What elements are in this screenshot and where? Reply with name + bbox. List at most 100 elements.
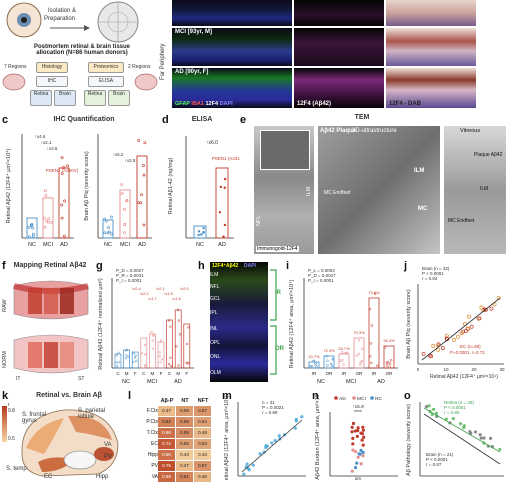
n-point xyxy=(361,425,365,429)
layer-gcl: GCL xyxy=(210,296,221,302)
panel-f-label: f xyxy=(2,260,6,272)
n-point xyxy=(360,438,364,442)
panel-k-label: k xyxy=(2,390,9,402)
g-point xyxy=(151,347,155,350)
channel-12f4: 12F4 xyxy=(205,101,219,107)
heatmap-cell: 0.72 xyxy=(158,439,175,449)
channel-dapi: DAPI xyxy=(219,101,233,107)
c-xtick-left-MCI: MCI xyxy=(43,242,54,248)
o-stat-top: Retina (n = 25) xyxy=(444,400,474,405)
i-bar-IR xyxy=(338,353,350,369)
raw-retina-map xyxy=(13,280,89,320)
n-point xyxy=(355,434,359,438)
panel-k: S. frontal gyrus S. parietal lobule VA P… xyxy=(0,402,126,480)
i-group-NC: NC xyxy=(317,379,325,385)
g-point xyxy=(132,360,135,364)
g-point xyxy=(158,351,161,354)
panel-l-label: l xyxy=(128,390,132,402)
dab-col-label: 12F4 - DAB xyxy=(389,101,422,107)
j-point xyxy=(483,307,488,312)
n-point xyxy=(361,428,366,432)
c-bar-right-AD xyxy=(136,155,148,239)
i-bar-OR xyxy=(323,355,335,369)
m-point xyxy=(242,472,246,476)
i-point xyxy=(383,346,387,349)
heatmap-row-header: F.Ctx xyxy=(146,408,158,414)
i-point xyxy=(369,342,373,345)
g-point xyxy=(177,319,181,322)
heatmap-cell: 0.57 xyxy=(194,461,211,471)
d-point xyxy=(202,230,205,234)
panel-c-label: c xyxy=(2,114,9,126)
heatmap-cell: 0.59 xyxy=(176,417,193,427)
panel-f: RAW NORM IT ST xyxy=(2,272,94,384)
region-frontal: S. frontal gyrus xyxy=(22,412,47,424)
n-point xyxy=(359,462,363,466)
m-stat: P = 0.0021 xyxy=(262,405,284,410)
j-stat-ec-1: EC (n=28) xyxy=(460,344,481,349)
i-point xyxy=(331,358,335,361)
o-stat-bottom: r = 0.87 xyxy=(426,462,442,467)
j-point xyxy=(431,343,436,348)
m-point xyxy=(264,444,268,448)
c-point-right xyxy=(103,217,107,221)
arrow-right-icon xyxy=(50,25,90,31)
panel-b: Far Periphery MCI [93yr, M] AD [90yr, F]… xyxy=(160,0,508,110)
i-point xyxy=(343,352,347,355)
j-xtick: 10 xyxy=(443,367,449,372)
g-point xyxy=(169,325,172,328)
g-point xyxy=(134,354,137,357)
d-point xyxy=(200,233,203,236)
ad-row-label: AD [90yr, F] xyxy=(175,69,209,75)
plaque-abeta-label: Plaque Aβ42 xyxy=(474,152,503,158)
g-fold: ↑x2.4 xyxy=(131,286,141,291)
d-point xyxy=(197,230,201,233)
c-point-left xyxy=(62,166,65,169)
i-point xyxy=(361,347,364,351)
g-point xyxy=(185,342,189,346)
c-point-right xyxy=(107,226,110,229)
tem-ilm-label: ILM xyxy=(306,186,312,196)
n-point xyxy=(351,442,355,446)
c-point-left xyxy=(31,226,35,230)
ihc-label: IHC xyxy=(47,78,57,84)
i-point xyxy=(345,351,348,355)
i-point xyxy=(369,355,372,358)
norm-label: NORM xyxy=(2,351,8,368)
g-fold: ↑x2.1 xyxy=(155,286,165,291)
g-point xyxy=(167,363,171,366)
d-fold-label: ↑x6.0 xyxy=(206,140,218,146)
panel-d-label: d xyxy=(162,114,169,126)
region-hipp: Hipp xyxy=(96,474,109,480)
i-point xyxy=(315,365,318,369)
i-point xyxy=(338,359,342,363)
g-stat: P_D = 0.0027 xyxy=(116,268,144,273)
n-point xyxy=(354,450,358,454)
n-legend-MCI: MCI xyxy=(357,396,366,402)
or-bracket-label: OR xyxy=(275,346,284,352)
c-point-left xyxy=(60,172,64,176)
c-point-left xyxy=(43,189,47,193)
heatmap-cell: 0.61 xyxy=(176,472,193,482)
j-point xyxy=(477,316,482,321)
i-point xyxy=(388,365,391,369)
i-stat: P_I = 0.0001 xyxy=(308,278,334,283)
right-mc-endfeet-label: MC Endfeet xyxy=(448,218,475,224)
g-point xyxy=(144,353,147,356)
c-point-right xyxy=(110,215,113,219)
n-point xyxy=(358,452,362,456)
g-fold: ↑x2.0 xyxy=(179,286,189,291)
c-point-right xyxy=(142,173,146,177)
j-point xyxy=(452,337,456,342)
c-point-left xyxy=(44,194,48,197)
j-point xyxy=(489,306,494,311)
i-xtick-IR: IR xyxy=(372,371,377,376)
heatmap-cell: 0.75 xyxy=(158,461,175,471)
g-bar-M xyxy=(174,309,182,369)
n-point xyxy=(351,436,355,440)
c-point-right xyxy=(123,223,127,226)
n-bottom-label: gm xyxy=(355,476,362,480)
m-regression-line xyxy=(241,419,303,473)
i-percent: 20.7% xyxy=(308,354,320,359)
i-percent: 73.6% xyxy=(368,290,380,295)
